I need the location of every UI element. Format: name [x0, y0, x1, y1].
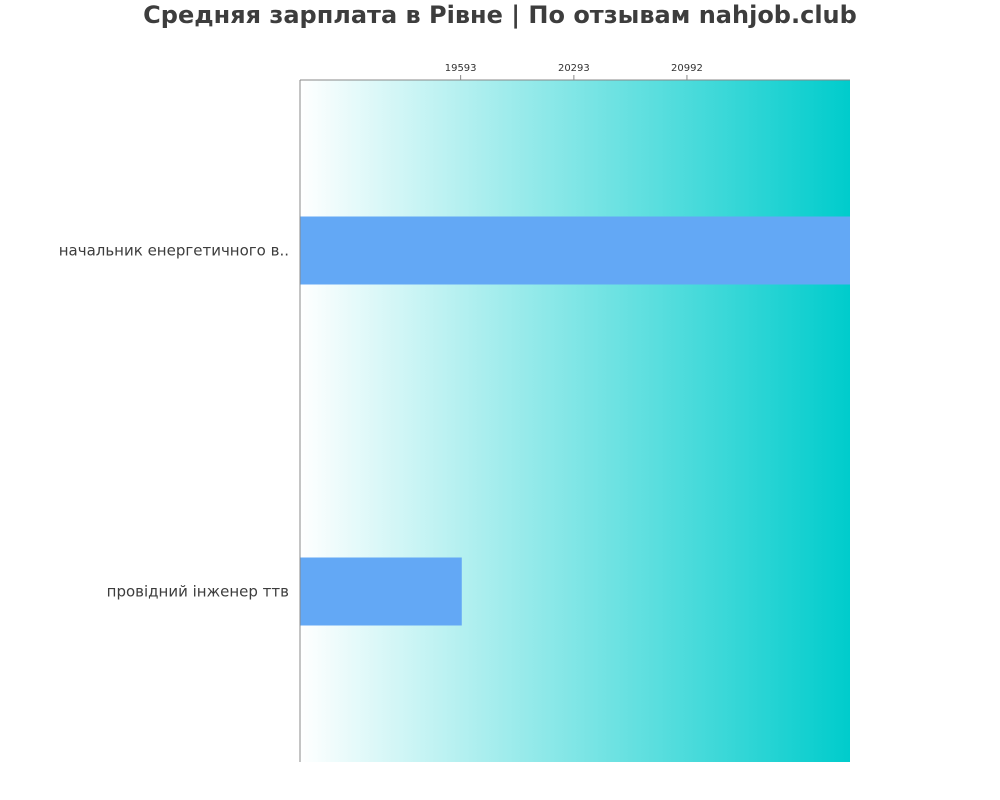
chart-title: Средняя зарплата в Рівне | По отзывам na… — [143, 1, 857, 29]
bar — [300, 216, 850, 285]
plot-background — [300, 80, 850, 762]
axes-layer — [299, 79, 850, 762]
labels-layer: начальник енергетичного в.. провідний інж… — [59, 242, 289, 601]
bar — [300, 557, 462, 626]
ticks-layer: 19593 20293 20992 — [445, 63, 703, 80]
x-tick-label: 19593 — [445, 63, 477, 74]
category-label: провідний інженер ттв — [107, 583, 289, 601]
bars-layer — [300, 216, 850, 626]
category-label: начальник енергетичного в.. — [59, 242, 289, 260]
x-tick-label: 20992 — [671, 63, 703, 74]
x-tick-label: 20293 — [558, 63, 590, 74]
